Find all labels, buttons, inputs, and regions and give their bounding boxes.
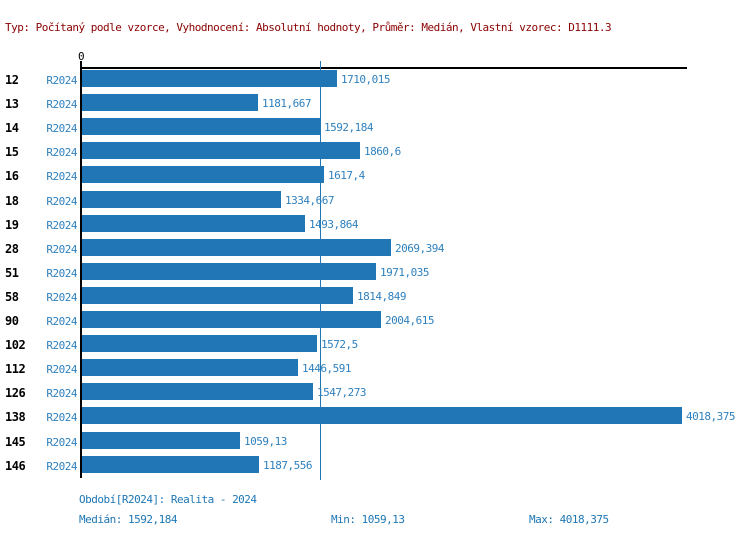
bar-value-label: 1334,667 [285,194,334,207]
value-bar[interactable] [82,70,337,87]
chart-config-header: Typ: Počítaný podle vzorce, Vyhodnocení:… [5,21,612,34]
row-category-label: 146 [5,459,26,473]
value-bar[interactable] [82,118,320,135]
chart-row: 28 R2024 2069,394 [0,239,750,263]
row-series-label: R2024 [46,291,77,304]
bar-value-label: 4018,375 [686,410,735,423]
value-bar[interactable] [82,94,258,111]
value-bar[interactable] [82,383,313,400]
row-category-label: 13 [5,97,19,111]
chart-row: 13 R2024 1181,667 [0,94,750,118]
value-bar[interactable] [82,142,360,159]
bar-value-label: 1971,035 [380,266,429,279]
footer-period-label: Období[R2024]: Realita - 2024 [79,493,257,506]
row-category-label: 19 [5,218,19,232]
row-series-label: R2024 [46,122,77,135]
top-axis-line [81,67,687,69]
bar-value-label: 1860,6 [364,145,401,158]
chart-row: 58 R2024 1814,849 [0,287,750,311]
chart-row: 51 R2024 1971,035 [0,263,750,287]
chart-row: 138 R2024 4018,375 [0,407,750,431]
bar-value-label: 1059,13 [244,435,287,448]
row-category-label: 126 [5,386,26,400]
chart-row: 90 R2024 2004,615 [0,311,750,335]
row-series-label: R2024 [46,74,77,87]
row-series-label: R2024 [46,363,77,376]
bar-value-label: 1547,273 [317,386,366,399]
value-bar[interactable] [82,407,682,424]
bar-value-label: 1617,4 [328,169,365,182]
bar-value-label: 1572,5 [321,338,358,351]
bar-value-label: 1592,184 [324,121,373,134]
chart-row: 126 R2024 1547,273 [0,383,750,407]
value-bar[interactable] [82,215,305,232]
axis-zero-tick-label: 0 [77,50,85,63]
row-category-label: 18 [5,194,19,208]
bar-value-label: 1814,849 [357,290,406,303]
row-category-label: 138 [5,410,26,424]
value-bar[interactable] [82,432,240,449]
row-category-label: 51 [5,266,19,280]
row-category-label: 14 [5,121,19,135]
row-category-label: 145 [5,435,26,449]
value-bar[interactable] [82,166,324,183]
bar-value-label: 1181,667 [262,97,311,110]
row-series-label: R2024 [46,146,77,159]
row-category-label: 15 [5,145,19,159]
chart-row: 145 R2024 1059,13 [0,432,750,456]
row-series-label: R2024 [46,315,77,328]
row-series-label: R2024 [46,98,77,111]
chart-row: 112 R2024 1446,591 [0,359,750,383]
zero-axis-line [80,61,82,478]
chart-row: 12 R2024 1710,015 [0,70,750,94]
footer-max-label: Max: 4018,375 [529,513,609,526]
row-series-label: R2024 [46,411,77,424]
row-category-label: 12 [5,73,19,87]
chart-row: 102 R2024 1572,5 [0,335,750,359]
bar-value-label: 1187,556 [263,459,312,472]
row-series-label: R2024 [46,219,77,232]
chart-row: 19 R2024 1493,864 [0,215,750,239]
row-series-label: R2024 [46,243,77,256]
chart-row: 16 R2024 1617,4 [0,166,750,190]
row-series-label: R2024 [46,339,77,352]
chart-row: 146 R2024 1187,556 [0,456,750,480]
row-series-label: R2024 [46,267,77,280]
chart-row: 18 R2024 1334,667 [0,191,750,215]
bar-value-label: 1710,015 [341,73,390,86]
row-category-label: 102 [5,338,26,352]
bar-value-label: 2069,394 [395,242,444,255]
row-category-label: 16 [5,169,19,183]
bar-value-label: 2004,615 [385,314,434,327]
row-category-label: 112 [5,362,26,376]
value-bar[interactable] [82,263,376,280]
value-bar[interactable] [82,311,381,328]
value-bar[interactable] [82,239,391,256]
row-series-label: R2024 [46,436,77,449]
footer-median-label: Medián: 1592,184 [79,513,177,526]
value-bar[interactable] [82,191,281,208]
bar-value-label: 1493,864 [309,218,358,231]
row-series-label: R2024 [46,195,77,208]
row-category-label: 28 [5,242,19,256]
value-bar[interactable] [82,359,298,376]
row-series-label: R2024 [46,460,77,473]
chart-row: 15 R2024 1860,6 [0,142,750,166]
row-series-label: R2024 [46,170,77,183]
value-bar[interactable] [82,456,259,473]
footer-min-label: Min: 1059,13 [331,513,405,526]
row-category-label: 90 [5,314,19,328]
row-category-label: 58 [5,290,19,304]
row-series-label: R2024 [46,387,77,400]
value-bar[interactable] [82,335,317,352]
value-bar[interactable] [82,287,353,304]
bar-value-label: 1446,591 [302,362,351,375]
chart-row: 14 R2024 1592,184 [0,118,750,142]
